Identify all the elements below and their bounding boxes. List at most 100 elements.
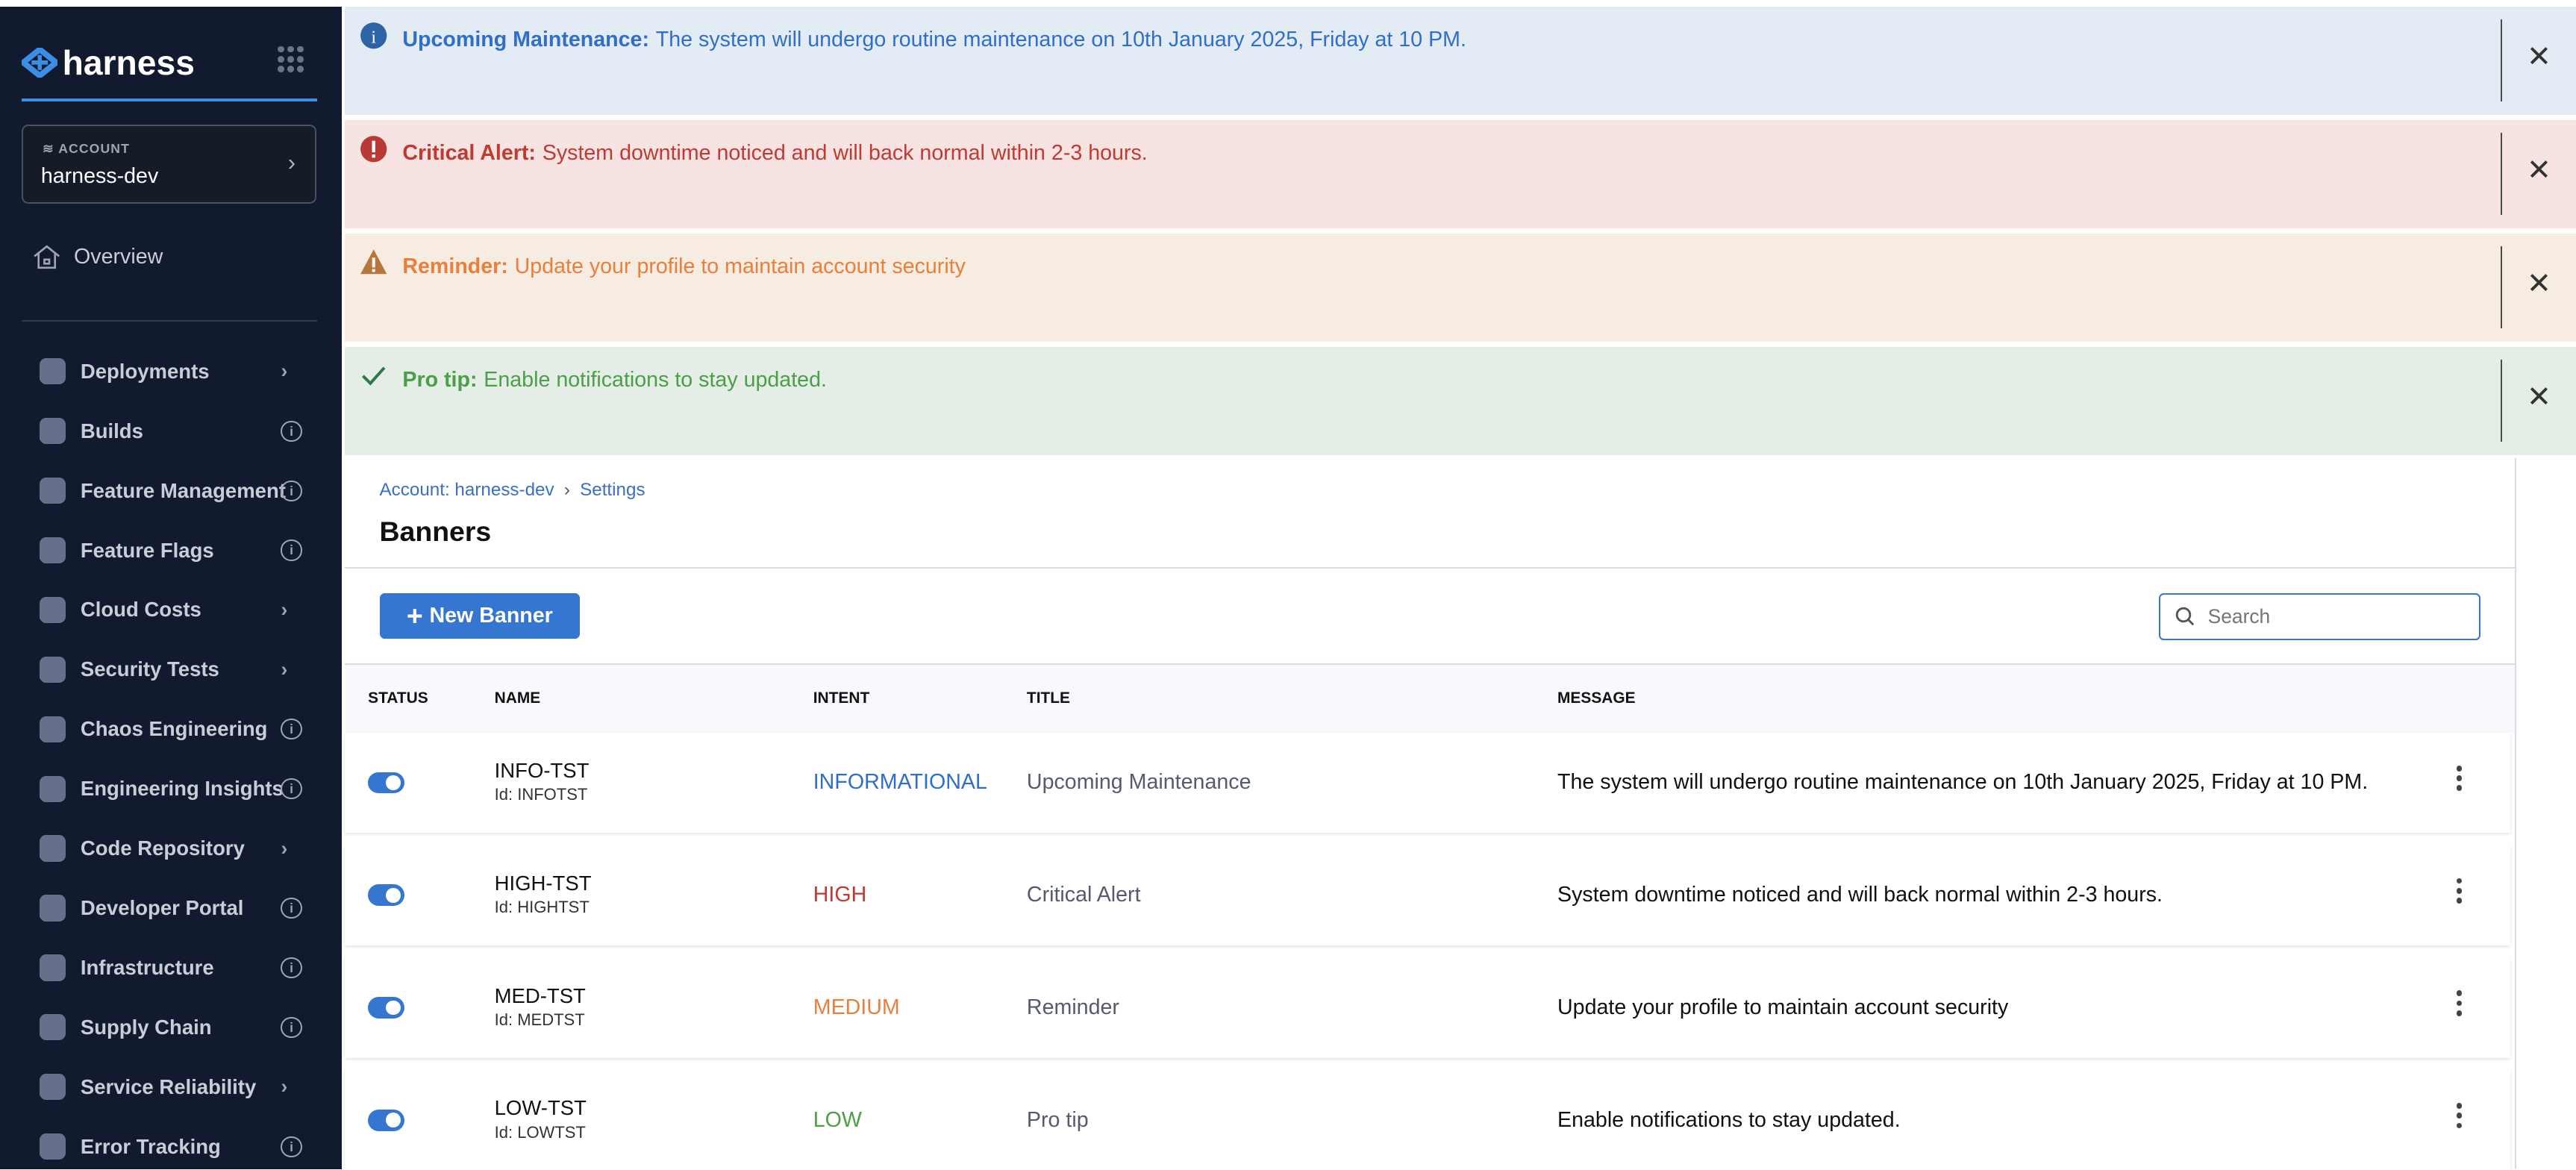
info-icon[interactable]: i	[281, 957, 302, 978]
sidebar-item-developer-portal[interactable]: Developer Portal i	[0, 878, 342, 938]
banner-message: System downtime noticed and will back no…	[542, 141, 1148, 166]
banner-id: Id: HIGHTST	[494, 898, 590, 917]
app-switcher-icon[interactable]	[278, 46, 304, 72]
info-icon[interactable]: i	[281, 719, 302, 740]
sidebar-item-label: Security Tests	[80, 657, 219, 681]
harness-logo-icon	[21, 48, 58, 78]
table-row[interactable]: LOW-TST Id: LOWTST LOW Pro tip Enable notifi…	[345, 1070, 2510, 1170]
sidebar-item-label: Cloud Costs	[80, 598, 201, 622]
error-tracking-module-icon	[39, 1133, 66, 1160]
column-intent[interactable]: INTENT	[813, 689, 870, 707]
account-selector[interactable]: ≋ ACCOUNT harness-dev ›	[21, 125, 317, 204]
column-status[interactable]: STATUS	[368, 689, 428, 707]
sidebar-item-feature-flags[interactable]: Feature Flags i	[0, 521, 342, 581]
sidebar-item-label: Error Tracking	[80, 1134, 221, 1158]
service-reliability-module-icon	[39, 1074, 66, 1101]
info-icon[interactable]: i	[281, 1016, 302, 1038]
sidebar-item-chaos-engineering[interactable]: Chaos Engineering i	[0, 699, 342, 759]
banner-title: Reminder	[1026, 995, 1119, 1020]
column-message[interactable]: MESSAGE	[1557, 689, 1636, 707]
banner-text: Pro tip: Enable notifications to stay upd…	[402, 368, 827, 392]
sidebar-item-label: Overview	[74, 245, 163, 269]
close-icon[interactable]: ✕	[2526, 40, 2552, 74]
more-options-icon[interactable]	[2451, 990, 2468, 1016]
status-toggle[interactable]	[368, 884, 404, 907]
close-icon[interactable]: ✕	[2526, 267, 2552, 301]
main-content: Account: harness-dev › Settings Banners + …	[345, 458, 2517, 1170]
info-icon[interactable]: i	[281, 480, 302, 501]
more-options-icon[interactable]	[2451, 1103, 2468, 1129]
table-header: STATUS NAME INTENT TITLE MESSAGE	[345, 663, 2516, 733]
breadcrumb-settings[interactable]: Settings	[580, 479, 645, 500]
close-icon[interactable]: ✕	[2526, 154, 2552, 187]
sidebar-item-cloud-costs[interactable]: Cloud Costs ›	[0, 581, 342, 640]
column-title[interactable]: TITLE	[1026, 689, 1070, 707]
builds-module-icon	[39, 418, 66, 445]
sidebar-item-label: Feature Flags	[80, 538, 214, 562]
info-icon: i	[360, 22, 387, 49]
banner-text: Critical Alert: System downtime noticed a…	[402, 141, 1147, 166]
sidebar-item-label: Service Reliability	[80, 1074, 257, 1098]
breadcrumb: Account: harness-dev › Settings	[380, 480, 645, 501]
more-options-icon[interactable]	[2451, 765, 2468, 791]
module-nav: Deployments › Builds i Feature Management i Fe…	[0, 342, 342, 1170]
banner-text: Reminder: Update your profile to maintain…	[402, 254, 966, 279]
search-box[interactable]	[2158, 592, 2480, 641]
sidebar-item-security-tests[interactable]: Security Tests ›	[0, 639, 342, 699]
banner-message: Update your profile to maintain account …	[1557, 995, 2009, 1020]
banner-text: Upcoming Maintenance: The system will und…	[402, 28, 1466, 52]
sidebar-item-code-repository[interactable]: Code Repository ›	[0, 819, 342, 878]
new-banner-button[interactable]: + New Banner	[379, 592, 581, 639]
close-icon[interactable]: ✕	[2526, 380, 2552, 413]
banner-title: Pro tip	[1026, 1107, 1089, 1132]
divider	[345, 566, 2516, 569]
banner-message: Enable notifications to stay updated.	[1557, 1107, 1901, 1132]
search-input[interactable]	[2204, 603, 2458, 631]
sidebar-item-builds[interactable]: Builds i	[0, 401, 342, 461]
banner-message: Enable notifications to stay updated.	[484, 368, 827, 392]
chevron-right-icon: ›	[281, 657, 288, 681]
status-toggle[interactable]	[368, 1110, 404, 1131]
error-icon	[360, 135, 387, 163]
engineering-insights-module-icon	[39, 775, 66, 802]
sidebar-item-engineering-insights[interactable]: Engineering Insights i	[0, 759, 342, 819]
banner-critical-alert: Critical Alert: System downtime noticed a…	[345, 119, 2576, 228]
column-name[interactable]: NAME	[494, 689, 541, 707]
code-repository-module-icon	[39, 835, 66, 862]
home-icon	[34, 245, 60, 269]
search-icon	[2175, 607, 2194, 626]
chaos-engineering-module-icon	[39, 716, 66, 742]
table-row[interactable]: HIGH-TST Id: HIGHTST HIGH Critical Alert Sys…	[345, 845, 2510, 945]
divider	[21, 320, 317, 322]
sidebar-item-error-tracking[interactable]: Error Tracking i	[0, 1117, 342, 1170]
sidebar-item-infrastructure[interactable]: Infrastructure i	[0, 938, 342, 998]
sidebar-item-overview[interactable]: Overview	[33, 245, 163, 269]
banner-title: Critical Alert	[1026, 883, 1141, 907]
sidebar-item-deployments[interactable]: Deployments ›	[0, 342, 342, 401]
sidebar-item-supply-chain[interactable]: Supply Chain i	[0, 998, 342, 1057]
sidebar-item-label: Chaos Engineering	[80, 717, 268, 741]
info-icon[interactable]: i	[281, 539, 302, 561]
info-icon[interactable]: i	[281, 897, 302, 919]
breadcrumb-separator: ›	[563, 479, 570, 500]
table-row[interactable]: MED-TST Id: MEDTST MEDIUM Reminder Update yo…	[345, 957, 2510, 1058]
more-options-icon[interactable]	[2451, 878, 2468, 904]
sidebar-item-feature-management[interactable]: Feature Management i	[0, 461, 342, 521]
sidebar-item-label: Code Repository	[80, 836, 245, 860]
info-icon[interactable]: i	[281, 778, 302, 800]
harness-logo[interactable]: harness	[21, 43, 195, 83]
status-toggle[interactable]	[368, 997, 404, 1019]
sidebar-item-service-reliability[interactable]: Service Reliability ›	[0, 1057, 342, 1117]
breadcrumb-account[interactable]: Account: harness-dev	[379, 479, 554, 500]
banner-upcoming-maintenance: i Upcoming Maintenance: The system will un…	[345, 6, 2576, 116]
sidebar-item-label: Builds	[80, 419, 143, 442]
info-icon[interactable]: i	[281, 1136, 302, 1157]
table-row[interactable]: INFO-TST Id: INFOTST INFORMATIONAL Upcoming…	[345, 732, 2510, 833]
check-icon	[360, 361, 387, 389]
banner-intent: MEDIUM	[813, 995, 900, 1020]
info-icon[interactable]: i	[281, 420, 302, 442]
banner-id: Id: MEDTST	[494, 1010, 585, 1029]
brand-name: harness	[62, 43, 195, 83]
banner-name: MED-TST	[494, 983, 586, 1007]
status-toggle[interactable]	[368, 772, 404, 794]
